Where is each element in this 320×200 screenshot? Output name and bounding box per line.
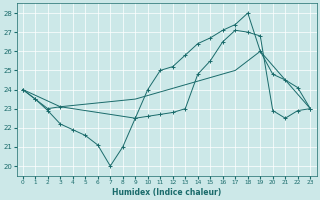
X-axis label: Humidex (Indice chaleur): Humidex (Indice chaleur) (112, 188, 221, 197)
